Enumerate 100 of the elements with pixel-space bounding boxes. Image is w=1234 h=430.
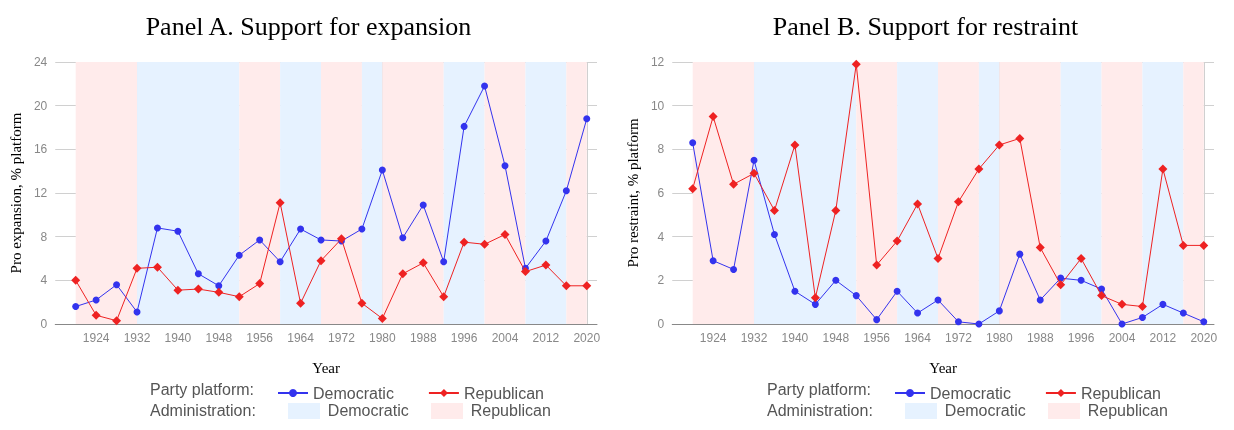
point: [769, 205, 779, 215]
chart-title: Panel A. Support for expansion: [145, 11, 472, 41]
point: [914, 309, 922, 317]
point: [1036, 296, 1044, 304]
x-tick-label: 2020: [573, 331, 601, 345]
x-tick-label: 1964: [287, 331, 315, 345]
point: [913, 199, 923, 209]
point: [500, 229, 510, 239]
x-tick-label: 1924: [82, 331, 110, 345]
point: [689, 139, 697, 147]
point: [730, 265, 738, 273]
point: [892, 236, 902, 246]
point: [174, 227, 182, 235]
y-tick-label: 4: [657, 229, 665, 244]
point: [561, 281, 571, 291]
point: [71, 275, 81, 285]
point: [583, 115, 591, 123]
point: [297, 225, 305, 233]
x-tick-label: 1956: [863, 331, 891, 345]
legend-label: Republican: [1087, 402, 1168, 420]
point: [1179, 309, 1187, 317]
point: [1199, 240, 1209, 250]
x-tick-label: 2012: [1149, 331, 1177, 345]
x-tick-label: 2004: [1108, 331, 1136, 345]
point: [852, 292, 860, 300]
text: Administration:: [767, 402, 873, 420]
y-axis-title: Pro restraint, % platform: [624, 118, 641, 268]
point: [418, 258, 428, 268]
point: [1138, 313, 1146, 321]
y-tick-label: 24: [33, 55, 48, 69]
point: [296, 298, 306, 308]
point: [1035, 243, 1045, 253]
y-axis-title: Pro expansion, % platform: [7, 112, 24, 274]
point: [255, 279, 265, 289]
x-tick-label: 1940: [164, 331, 192, 345]
point: [1076, 254, 1086, 263]
x-tick-label: 1988: [409, 331, 437, 345]
point: [173, 285, 183, 295]
point: [1159, 300, 1167, 308]
x-tick-label: 1948: [205, 331, 233, 345]
point: [520, 267, 530, 277]
x-tick-label: 1924: [699, 331, 727, 345]
x-tick-label: 1996: [450, 331, 478, 345]
point: [153, 224, 161, 232]
legend-label: Republican: [463, 384, 544, 402]
y-tick-label: 0: [657, 317, 665, 331]
y-tick-label: 8: [657, 142, 665, 157]
point: [851, 59, 861, 69]
x-tick-label: 1972: [945, 331, 973, 345]
x-tick-label: 1964: [904, 331, 932, 345]
y-tick-label: 0: [40, 317, 48, 331]
point: [933, 254, 943, 263]
point: [688, 184, 698, 194]
x-tick-label: 1972: [328, 331, 356, 345]
point: [91, 310, 101, 320]
point: [112, 316, 122, 326]
point: [749, 168, 759, 178]
point: [214, 287, 224, 297]
point: [256, 236, 264, 244]
point: [481, 82, 489, 90]
point: [873, 316, 881, 324]
x-tick-label: 1980: [985, 331, 1014, 345]
point: [439, 292, 449, 302]
point: [276, 258, 284, 266]
x-tick-label: 2020: [1190, 331, 1218, 345]
point: [234, 292, 244, 302]
point: [709, 257, 717, 265]
legend-label: Republican: [470, 402, 551, 420]
x-tick-label: 1988: [1026, 331, 1054, 345]
point: [1077, 276, 1085, 284]
point: [480, 239, 490, 249]
point: [215, 282, 223, 290]
point: [790, 140, 800, 150]
point: [974, 164, 984, 174]
point: [1056, 280, 1066, 290]
y-tick-label: 2: [657, 273, 665, 288]
legend-label: Democratic: [944, 402, 1026, 420]
point: [357, 298, 367, 308]
point: [831, 205, 841, 215]
point: [708, 112, 718, 122]
point: [398, 269, 408, 279]
point: [994, 140, 1004, 150]
point: [750, 156, 758, 164]
y-tick-label: 10: [650, 98, 665, 113]
y-tick-label: 8: [40, 229, 48, 244]
point: [770, 230, 778, 238]
y-tick-label: 12: [650, 55, 665, 69]
point: [316, 256, 326, 266]
x-tick-label: 1956: [246, 331, 274, 345]
point: [1178, 240, 1188, 250]
x-tick-label: 1940: [781, 331, 809, 345]
x-axis-title: Year: [312, 359, 340, 376]
point: [995, 307, 1003, 315]
y-tick-label: 12: [33, 186, 48, 200]
point: [132, 263, 142, 273]
point: [953, 197, 963, 207]
point: [1015, 133, 1025, 143]
y-tick-label: 4: [40, 273, 48, 288]
point: [1097, 291, 1107, 301]
x-tick-label: 1932: [123, 331, 151, 345]
